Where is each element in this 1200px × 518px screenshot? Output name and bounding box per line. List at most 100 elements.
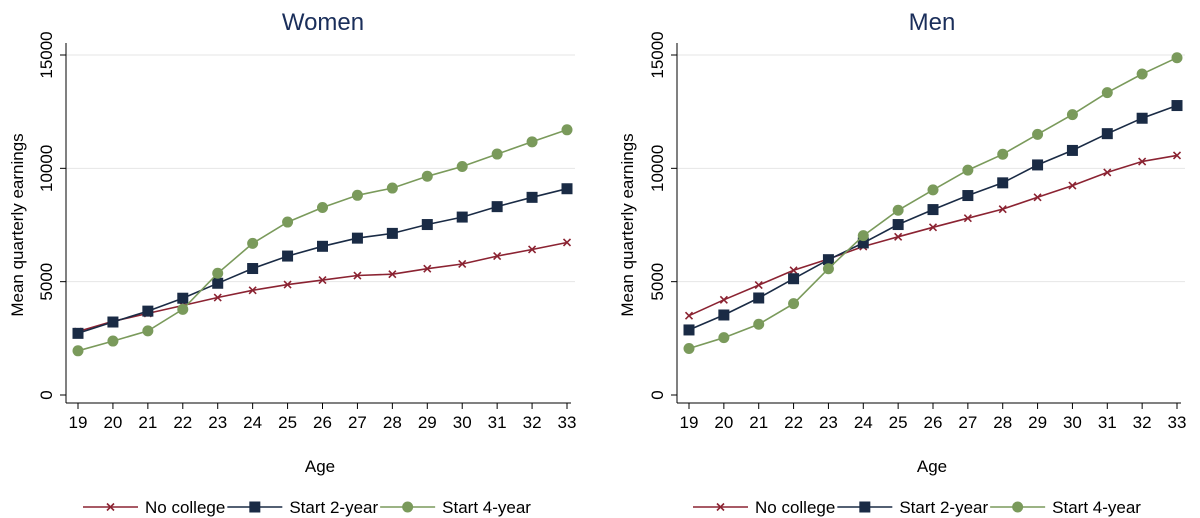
data-point — [788, 273, 800, 285]
axes — [676, 43, 1181, 404]
data-point — [927, 184, 939, 196]
legend-item: Start 2-year — [227, 498, 378, 517]
series-line — [77, 129, 568, 352]
series-group — [72, 124, 573, 357]
legend-item: Start 2-year — [837, 498, 988, 517]
x-ticks: 19 20 21 22 23 24 25 26 27 28 29 30 31 32 33 — [69, 403, 577, 432]
legend-label: No college — [755, 498, 835, 517]
data-point — [718, 309, 730, 321]
panel-men: Men Mean quarterly earnings Age 0 5000 100… — [618, 9, 1186, 517]
y-axis-title: Mean quarterly earnings — [618, 133, 637, 316]
data-point — [1171, 100, 1183, 112]
series-start-4-year — [72, 124, 573, 357]
legend-label: Start 4-year — [442, 498, 531, 517]
data-point — [683, 324, 695, 336]
data-point — [247, 263, 259, 275]
data-point — [892, 204, 904, 216]
legend-label: Start 4-year — [1052, 498, 1141, 517]
x-tick-label: 26 — [924, 413, 943, 432]
data-point — [1033, 193, 1042, 202]
legend-item: No college — [83, 498, 225, 517]
y-axis-title: Mean quarterly earnings — [8, 133, 27, 316]
legend-item: Start 4-year — [380, 498, 531, 517]
x-axis-title: Age — [917, 457, 947, 476]
legend-swatch-marker — [716, 502, 725, 512]
data-point — [526, 136, 538, 148]
data-point — [754, 281, 763, 290]
x-tick-label: 26 — [313, 413, 332, 432]
data-point — [421, 170, 433, 182]
data-point — [1138, 157, 1147, 166]
data-point — [177, 303, 189, 315]
y-ticks: 0 5000 10000 15000 — [37, 31, 66, 400]
data-point — [177, 292, 189, 304]
data-point — [213, 293, 222, 302]
x-tick-label: 20 — [103, 413, 122, 432]
x-tick-label: 24 — [243, 413, 262, 432]
legend-swatch-marker — [859, 501, 871, 513]
x-tick-label: 20 — [714, 413, 733, 432]
x-tick-label: 29 — [1028, 413, 1047, 432]
legend: No college Start 2-year Start 4-year — [693, 498, 1141, 517]
legend: No college Start 2-year Start 4-year — [83, 498, 531, 517]
data-point — [317, 240, 328, 252]
data-point — [142, 305, 154, 317]
data-point — [421, 219, 433, 231]
data-point — [493, 251, 502, 261]
x-tick-label: 28 — [383, 413, 402, 432]
data-point — [1032, 159, 1044, 171]
data-point — [247, 237, 259, 249]
x-tick-label: 27 — [348, 413, 367, 432]
data-point — [351, 232, 363, 244]
y-tick-label: 15000 — [648, 31, 667, 78]
x-tick-label: 33 — [558, 413, 577, 432]
data-point — [718, 332, 730, 344]
data-point — [72, 327, 84, 339]
data-point — [894, 232, 903, 241]
data-point — [1066, 144, 1078, 156]
legend-label: Start 2-year — [899, 498, 988, 517]
data-point — [822, 263, 834, 275]
data-point — [1101, 87, 1113, 99]
data-point — [1136, 112, 1148, 124]
data-point — [683, 343, 695, 355]
data-point — [753, 318, 765, 330]
panel-title: Men — [909, 9, 956, 36]
x-tick-label: 21 — [749, 413, 768, 432]
y-tick-label: 0 — [648, 390, 667, 399]
x-tick-label: 23 — [208, 413, 227, 432]
series-no-college — [684, 151, 1182, 320]
legend-swatch-marker — [1012, 501, 1024, 513]
x-tick-label: 19 — [69, 413, 88, 432]
data-point — [1101, 128, 1113, 140]
data-point — [318, 276, 327, 285]
y-tick-label: 5000 — [648, 263, 667, 301]
x-tick-label: 21 — [138, 413, 157, 432]
x-tick-label: 29 — [418, 413, 437, 432]
data-point — [526, 191, 538, 203]
x-tick-label: 24 — [854, 413, 873, 432]
data-point — [72, 345, 84, 357]
data-point — [963, 214, 972, 223]
x-axis-title: Age — [305, 457, 335, 476]
y-tick-label: 0 — [37, 390, 56, 399]
data-point — [456, 211, 468, 223]
data-point — [997, 177, 1009, 189]
data-point — [386, 227, 398, 239]
x-tick-label: 22 — [784, 413, 803, 432]
data-point — [212, 267, 224, 279]
x-tick-label: 32 — [523, 413, 542, 432]
data-point — [684, 311, 694, 320]
data-point — [822, 254, 834, 266]
data-point — [753, 292, 765, 304]
y-tick-label: 10000 — [648, 145, 667, 192]
x-tick-label: 25 — [889, 413, 908, 432]
data-point — [283, 280, 292, 289]
x-tick-label: 30 — [1063, 413, 1082, 432]
axes — [65, 43, 571, 404]
data-point — [857, 230, 869, 242]
data-point — [491, 201, 503, 213]
data-point — [107, 335, 119, 347]
data-point — [423, 264, 432, 273]
